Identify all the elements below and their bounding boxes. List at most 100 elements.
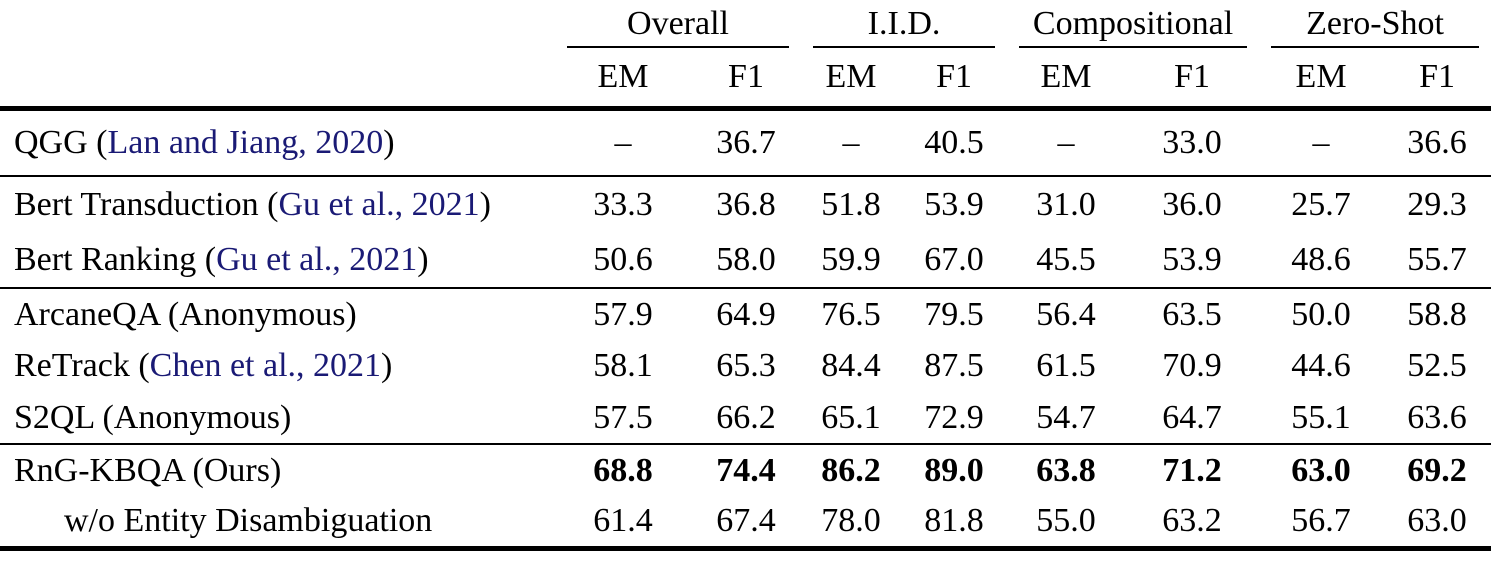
- value-cell: 33.3: [593, 185, 653, 223]
- value-cell: 61.5: [1036, 347, 1096, 384]
- value-cell: 36.6: [1407, 123, 1467, 161]
- value-cell: 84.4: [821, 347, 881, 384]
- column-group-rule: [1019, 46, 1248, 48]
- value-cell: 74.4: [716, 451, 776, 489]
- method-label: RnG-KBQA (Ours): [14, 451, 282, 489]
- metric-header: EM: [597, 57, 649, 95]
- group-header-overall: Overall: [555, 0, 801, 48]
- method-column-subheader: [0, 48, 555, 108]
- table-section-0: QGG (Lan and Jiang, 2020) – 36.7 – 40.5 – 33.0…: [0, 108, 1491, 176]
- method-label-suffix: ): [479, 185, 491, 223]
- method-cell: ArcaneQA (Anonymous): [0, 288, 555, 340]
- method-cell: ReTrack (Chen et al., 2021): [0, 340, 555, 392]
- group-header-zero-shot: Zero-Shot: [1259, 0, 1491, 48]
- method-label-suffix: ): [383, 123, 395, 161]
- value-cell: 81.8: [924, 501, 984, 539]
- table-row: Bert Ranking (Gu et al., 2021) 50.6 58.0 59…: [0, 232, 1491, 288]
- value-cell: 58.8: [1407, 295, 1467, 333]
- value-cell: 86.2: [821, 451, 881, 489]
- method-cell: S2QL (Anonymous): [0, 392, 555, 444]
- value-cell: 36.7: [716, 123, 776, 161]
- value-cell: 63.0: [1407, 501, 1467, 539]
- table-row: w/o Entity Disambiguation 61.4 67.4 78.0 81.…: [0, 496, 1491, 548]
- value-cell: 87.5: [924, 347, 984, 384]
- value-cell: 52.5: [1407, 347, 1467, 384]
- value-cell: 65.3: [716, 347, 776, 384]
- metric-header: F1: [1174, 57, 1210, 95]
- value-cell: 36.0: [1162, 185, 1222, 223]
- column-group-rule: [1271, 46, 1480, 48]
- results-table: Overall I.I.D. Compositional Zero-Shot: [0, 0, 1491, 551]
- value-cell: 71.2: [1162, 451, 1222, 489]
- value-cell: 57.5: [593, 398, 653, 436]
- table-row: S2QL (Anonymous) 57.5 66.2 65.1 72.9 54.7 64.7…: [0, 392, 1491, 444]
- value-cell: 61.4: [593, 501, 653, 539]
- value-cell: 63.6: [1407, 398, 1467, 436]
- method-label: ArcaneQA (Anonymous): [14, 295, 357, 333]
- value-cell: 55.1: [1291, 398, 1351, 436]
- value-cell: 55.0: [1036, 501, 1096, 539]
- value-cell: 25.7: [1291, 185, 1351, 223]
- method-label: ReTrack (: [14, 347, 150, 384]
- value-cell: 36.8: [716, 185, 776, 223]
- metric-header: F1: [1419, 57, 1456, 95]
- value-cell: 53.9: [1162, 240, 1222, 278]
- value-cell: 89.0: [924, 451, 984, 489]
- citation-link[interactable]: Chen et al., 2021: [149, 347, 382, 384]
- group-label: Overall: [627, 5, 729, 42]
- value-cell: 29.3: [1407, 185, 1467, 223]
- method-label: Bert Transduction (: [14, 185, 279, 223]
- method-label: Bert Ranking (: [14, 240, 217, 278]
- metric-header-row: EM F1 EM F1 EM F1 EM F1: [0, 48, 1491, 108]
- metric-header: F1: [936, 57, 972, 95]
- value-cell: 45.5: [1036, 240, 1096, 278]
- value-cell: 63.2: [1162, 501, 1222, 539]
- table-row: QGG (Lan and Jiang, 2020) – 36.7 – 40.5 – 33.0…: [0, 108, 1491, 176]
- group-header-iid: I.I.D.: [801, 0, 1007, 48]
- value-cell: –: [614, 123, 632, 161]
- value-cell: 57.9: [593, 295, 653, 333]
- group-header-row: Overall I.I.D. Compositional Zero-Shot: [0, 0, 1491, 48]
- group-label: I.I.D.: [867, 5, 941, 42]
- method-cell: QGG (Lan and Jiang, 2020): [0, 108, 555, 176]
- value-cell: 55.7: [1407, 240, 1467, 278]
- value-cell: 66.2: [716, 398, 776, 436]
- method-label: w/o Entity Disambiguation: [64, 501, 433, 539]
- value-cell: 69.2: [1407, 451, 1467, 489]
- table-row: RnG-KBQA (Ours) 68.8 74.4 86.2 89.0 63.8 71.2 6…: [0, 444, 1491, 496]
- metric-header: F1: [728, 57, 764, 95]
- value-cell: 79.5: [924, 295, 984, 333]
- metric-header: EM: [825, 57, 877, 95]
- value-cell: –: [842, 123, 860, 161]
- value-cell: 64.9: [716, 295, 776, 333]
- table-row: ReTrack (Chen et al., 2021) 58.1 65.3 84.4 8…: [0, 340, 1491, 392]
- table-row: ArcaneQA (Anonymous) 57.9 64.9 76.5 79.5 56.4…: [0, 288, 1491, 340]
- value-cell: 48.6: [1291, 240, 1351, 278]
- group-header-compositional: Compositional: [1007, 0, 1259, 48]
- method-cell: Bert Transduction (Gu et al., 2021): [0, 176, 555, 232]
- method-cell: Bert Ranking (Gu et al., 2021): [0, 232, 555, 288]
- method-label: S2QL (Anonymous): [14, 398, 292, 436]
- value-cell: 56.4: [1036, 295, 1096, 333]
- metric-header: EM: [1040, 57, 1092, 95]
- table-row: Bert Transduction (Gu et al., 2021) 33.3 3…: [0, 176, 1491, 232]
- value-cell: –: [1312, 123, 1330, 161]
- value-cell: 67.0: [924, 240, 984, 278]
- value-cell: 70.9: [1162, 347, 1222, 384]
- citation-link[interactable]: Gu et al., 2021: [216, 240, 418, 278]
- metric-header: EM: [1295, 57, 1347, 95]
- value-cell: 78.0: [821, 501, 881, 539]
- value-cell: –: [1057, 123, 1075, 161]
- value-cell: 54.7: [1036, 398, 1096, 436]
- citation-link[interactable]: Gu et al., 2021: [278, 185, 480, 223]
- citation-link[interactable]: Lan and Jiang, 2020: [107, 123, 384, 161]
- method-label-suffix: ): [381, 347, 393, 384]
- value-cell: 68.8: [593, 451, 653, 489]
- table-section-2: ArcaneQA (Anonymous) 57.9 64.9 76.5 79.5 56.4…: [0, 288, 1491, 444]
- value-cell: 44.6: [1291, 347, 1351, 384]
- value-cell: 31.0: [1036, 185, 1096, 223]
- group-label: Compositional: [1032, 5, 1234, 42]
- value-cell: 72.9: [924, 398, 984, 436]
- value-cell: 56.7: [1291, 501, 1351, 539]
- value-cell: 59.9: [821, 240, 881, 278]
